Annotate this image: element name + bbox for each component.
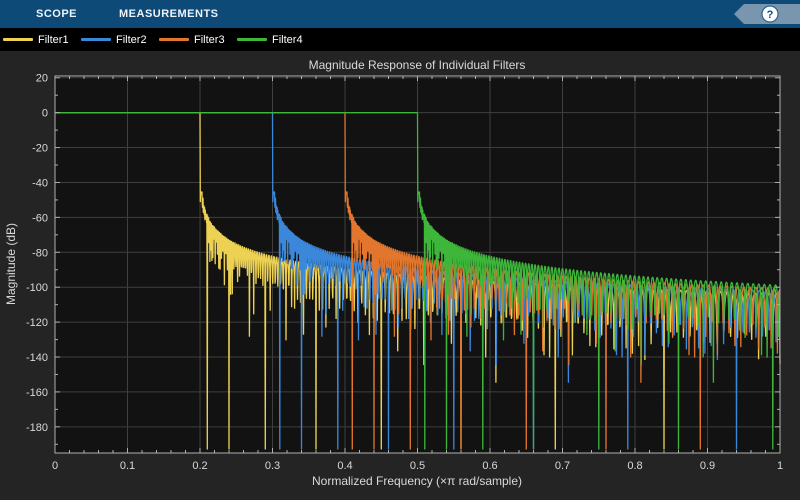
- plot-border: [54, 75, 781, 454]
- legend-label: Filter3: [194, 33, 225, 46]
- y-tick-label: 20: [36, 73, 48, 85]
- x-tick-label: 0.8: [627, 460, 642, 472]
- x-axis-label: Normalized Frequency (×π rad/sample): [312, 474, 522, 488]
- y-tick-label: -80: [32, 247, 48, 259]
- legend-bar: Filter1 Filter2 Filter3 Filter4: [0, 28, 800, 51]
- x-tick-label: 0.4: [337, 460, 352, 472]
- y-tick-label: -100: [26, 282, 48, 294]
- y-tick-label: 0: [42, 108, 48, 120]
- series-filter4: [55, 112, 781, 450]
- toolstrip: SCOPE MEASUREMENTS ?: [0, 0, 800, 28]
- legend-label: Filter1: [38, 33, 69, 46]
- series-lines: [55, 112, 781, 450]
- legend-label: Filter2: [116, 33, 147, 46]
- legend-item-filter1[interactable]: Filter1: [3, 34, 81, 46]
- x-tick-label: 0.3: [265, 460, 280, 472]
- x-tick-label: 1: [777, 460, 783, 472]
- y-tick-label: -120: [26, 317, 48, 329]
- legend-swatch: [237, 38, 267, 41]
- x-tick-label: 0.6: [482, 460, 497, 472]
- tick-labels: 0 0.1 0.2 0.3 0.4 0.5 0.6 0.7 0.8 0.9 1 20 0 -20 -40 -6…: [26, 73, 783, 472]
- tab-measurements[interactable]: MEASUREMENTS: [119, 8, 219, 20]
- help-icon: [761, 5, 779, 23]
- y-tick-label: -20: [32, 143, 48, 155]
- y-tick-label: -160: [26, 387, 48, 399]
- help-icon-glyph: ?: [767, 9, 774, 21]
- x-tick-label: 0.7: [555, 460, 570, 472]
- x-tick-label: 0.1: [120, 460, 135, 472]
- legend-item-filter4[interactable]: Filter4: [237, 34, 315, 46]
- y-tick-label: -140: [26, 352, 48, 364]
- legend-item-filter3[interactable]: Filter3: [159, 34, 237, 46]
- tab-scope[interactable]: SCOPE: [36, 8, 78, 20]
- chart-title: Magnitude Response of Individual Filters: [309, 58, 526, 72]
- x-tick-label: 0.5: [410, 460, 425, 472]
- legend-item-filter2[interactable]: Filter2: [81, 34, 159, 46]
- x-tick-label: 0.9: [700, 460, 715, 472]
- y-tick-label: -180: [26, 422, 48, 434]
- legend-swatch: [159, 38, 189, 41]
- x-tick-label: 0.2: [192, 460, 207, 472]
- legend-swatch: [81, 38, 111, 41]
- legend-label: Filter4: [272, 33, 303, 46]
- x-tick-label: 0: [52, 460, 58, 472]
- help-button[interactable]: ?: [734, 3, 800, 25]
- y-tick-label: -60: [32, 212, 48, 224]
- y-tick-label: -40: [32, 177, 48, 189]
- y-axis-label: Magnitude (dB): [4, 223, 18, 305]
- legend-swatch: [3, 38, 33, 41]
